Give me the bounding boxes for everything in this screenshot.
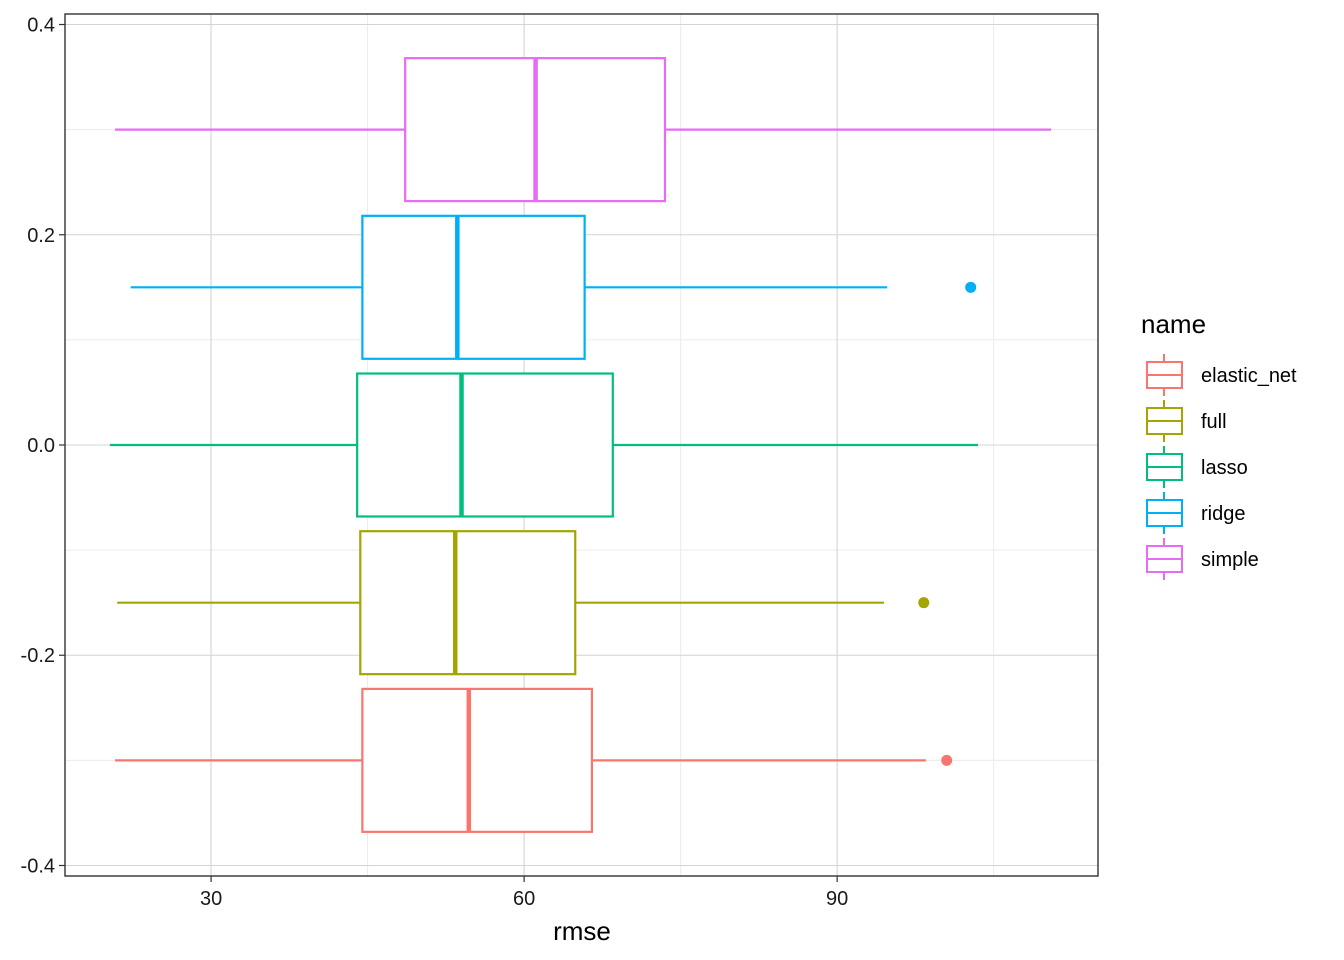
legend-item-lasso: lasso xyxy=(1146,446,1248,488)
iqr-box-lasso xyxy=(356,372,614,518)
legend-item-simple: simple xyxy=(1146,538,1259,580)
outlier-point-ridge xyxy=(965,281,977,293)
x-axis-title: rmse xyxy=(553,916,611,946)
y-tick-label: 0.2 xyxy=(27,225,55,247)
legend-label: lasso xyxy=(1201,457,1248,479)
x-tick-label: 90 xyxy=(826,888,848,910)
legend-label: ridge xyxy=(1201,503,1245,525)
outlier-point-full xyxy=(918,597,930,609)
x-tick-label: 30 xyxy=(200,888,222,910)
box-layer xyxy=(109,57,1052,833)
y-axis: -0.4 -0.2 0.0 0.2 0.4 xyxy=(21,15,65,877)
outlier-point-elastic_net xyxy=(941,754,953,766)
legend-item-elastic_net: elastic_net xyxy=(1146,354,1297,396)
x-axis: 30 60 90 xyxy=(200,876,848,910)
box-lasso xyxy=(109,372,979,518)
legend-label: full xyxy=(1201,411,1227,433)
iqr-box-elastic_net xyxy=(361,687,594,833)
legend-label: simple xyxy=(1201,549,1259,571)
iqr-box-ridge xyxy=(361,214,586,360)
box-simple xyxy=(115,57,1052,203)
y-tick-label: -0.2 xyxy=(21,645,55,667)
iqr-box-full xyxy=(359,530,577,676)
x-tick-label: 60 xyxy=(513,888,535,910)
legend-title: name xyxy=(1141,309,1206,339)
legend-item-ridge: ridge xyxy=(1146,492,1245,534)
y-tick-label: 0.0 xyxy=(27,435,55,457)
box-full xyxy=(117,530,930,676)
y-tick-label: -0.4 xyxy=(21,855,55,877)
box-ridge xyxy=(130,214,977,360)
legend-label: elastic_net xyxy=(1201,365,1297,387)
y-tick-label: 0.4 xyxy=(27,15,55,37)
legend-item-full: full xyxy=(1146,400,1227,442)
box-elastic_net xyxy=(115,687,953,833)
